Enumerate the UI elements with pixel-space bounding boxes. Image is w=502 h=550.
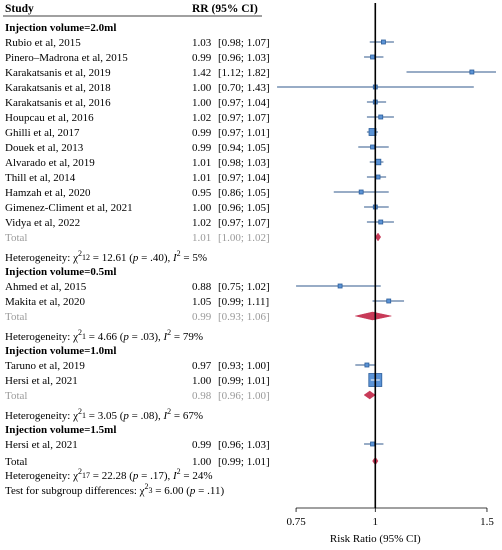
rr-value: 0.97 — [192, 360, 212, 372]
subgroup-diamond — [374, 232, 382, 242]
study-label: Makita et al, 2020 — [5, 296, 86, 308]
study-label: Alvarado et al, 2019 — [5, 157, 95, 169]
study-point — [358, 189, 364, 195]
header-study: Study — [5, 3, 34, 15]
heterogeneity-text: Heterogeneity: χ212 = 12.61 (p = .40), I… — [5, 249, 207, 264]
study-point — [386, 298, 392, 304]
rr-value: 1.00 — [192, 375, 212, 387]
subgroup-total-ci: [0.93; 1.06] — [218, 311, 270, 323]
study-label: Karakatsanis et al, 2019 — [5, 67, 111, 79]
heterogeneity-text: Heterogeneity: χ21 = 3.05 (p = .08), I2 … — [5, 407, 203, 422]
axis-label: Risk Ratio (95% CI) — [330, 533, 421, 545]
rr-value: 1.01 — [192, 157, 211, 169]
heterogeneity-text: Heterogeneity: χ21 = 4.66 (p = .03), I2 … — [5, 328, 203, 343]
subgroup-title: Injection volume=0.5ml — [5, 266, 116, 278]
study-point — [370, 144, 375, 150]
subgroup-total-rr: 1.01 — [192, 232, 211, 244]
ci-value: [0.99; 1.01] — [218, 375, 270, 387]
heterogeneity-text: Heterogeneity: χ217 = 22.28 (p = .17), I… — [5, 467, 213, 482]
ci-value: [0.97; 1.04] — [218, 97, 270, 109]
rr-value: 1.01 — [192, 172, 211, 184]
study-point — [375, 174, 381, 180]
study-point — [381, 39, 386, 45]
plot-area: 0.75 1 1.5 Risk Ratio (95% CI) — [277, 3, 496, 545]
rr-value: 1.02 — [192, 112, 211, 124]
overall-total-rr: 1.00 — [192, 456, 212, 468]
ci-value: [0.86; 1.05] — [218, 187, 270, 199]
study-point — [378, 114, 384, 120]
rr-value: 0.88 — [192, 281, 212, 293]
rr-value: 1.00 — [192, 82, 212, 94]
rr-value: 1.00 — [192, 202, 212, 214]
subgroup-total-label: Total — [5, 390, 27, 402]
table-rows: Injection volume=2.0ml Rubio et al, 2015 1… — [5, 22, 270, 497]
rr-value: 0.95 — [192, 187, 212, 199]
subgroup-total-label: Total — [5, 311, 27, 323]
study-label: Ahmed et al, 2015 — [5, 281, 87, 293]
ci-value: [0.98; 1.03] — [218, 157, 270, 169]
ci-value: [0.99; 1.11] — [218, 296, 269, 308]
overall-total-ci: [0.99; 1.01] — [218, 456, 270, 468]
subgroup-diamond — [355, 311, 392, 321]
study-label: Gimenez-Climent et al, 2021 — [5, 202, 133, 214]
study-label: Hamzah et al, 2020 — [5, 187, 91, 199]
ci-value: [0.96; 1.03] — [218, 439, 270, 451]
subgroup-title: Injection volume=1.0ml — [5, 345, 116, 357]
rr-value: 0.99 — [192, 127, 212, 139]
subgroup-total-rr: 0.99 — [192, 311, 212, 323]
ci-value: [0.94; 1.05] — [218, 142, 270, 154]
study-label: Douek et al, 2013 — [5, 142, 84, 154]
study-point — [378, 219, 384, 225]
rr-value: 0.99 — [192, 439, 212, 451]
study-point — [469, 69, 475, 75]
study-label: Hersi et al, 2021 — [5, 439, 78, 451]
ci-value: [0.96; 1.03] — [218, 52, 270, 64]
subgroup-total-label: Total — [5, 232, 27, 244]
ci-value: [0.70; 1.43] — [218, 82, 270, 94]
subgroup-total-ci: [0.96; 1.00] — [218, 390, 270, 402]
ci-value: [0.97; 1.07] — [218, 217, 270, 229]
study-label: Ghilli et al, 2017 — [5, 127, 80, 139]
rr-value: 1.42 — [192, 67, 211, 79]
ci-value: [0.93; 1.00] — [218, 360, 270, 372]
study-point — [370, 54, 375, 60]
study-label: Vidya et al, 2022 — [5, 217, 80, 229]
subgroup-total-rr: 0.98 — [192, 390, 212, 402]
study-label: Hersi et al, 2021 — [5, 375, 78, 387]
study-label: Karakatsanis et al, 2018 — [5, 82, 111, 94]
ci-value: [0.97; 1.01] — [218, 127, 270, 139]
study-label: Karakatsanis et al, 2016 — [5, 97, 111, 109]
rr-value: 0.99 — [192, 52, 212, 64]
subgroup-test-text: Test for subgroup differences: χ23 = 6.0… — [5, 482, 224, 497]
study-point — [370, 441, 375, 447]
subgroup-total-ci: [1.00; 1.02] — [218, 232, 270, 244]
ci-value: [1.12; 1.82] — [218, 67, 270, 79]
study-label: Thill et al, 2014 — [5, 172, 76, 184]
rr-value: 1.05 — [192, 296, 212, 308]
ci-value: [0.97; 1.07] — [218, 112, 270, 124]
ci-value: [0.97; 1.04] — [218, 172, 270, 184]
study-label: Rubio et al, 2015 — [5, 37, 81, 49]
subgroup-title: Injection volume=1.5ml — [5, 424, 116, 436]
study-label: Taruno et al, 2019 — [5, 360, 85, 372]
ci-value: [0.98; 1.07] — [218, 37, 270, 49]
axis-tick-label: 0.75 — [286, 516, 306, 528]
ci-value: [0.96; 1.05] — [218, 202, 270, 214]
study-point — [337, 283, 343, 289]
rr-value: 0.99 — [192, 142, 212, 154]
axis-tick-label: 1.5 — [480, 516, 494, 528]
rr-value: 1.00 — [192, 97, 212, 109]
subgroup-diamond — [363, 390, 376, 400]
ci-value: [0.75; 1.02] — [218, 281, 270, 293]
study-point — [364, 362, 370, 368]
study-label: Pinero–Madrona et al, 2015 — [5, 52, 128, 64]
header-effect: RR (95% CI) — [192, 3, 258, 15]
overall-total-label: Total — [5, 456, 27, 468]
rr-value: 1.02 — [192, 217, 211, 229]
axis-tick-label: 1 — [373, 516, 379, 528]
subgroup-title: Injection volume=2.0ml — [5, 22, 116, 34]
rr-value: 1.03 — [192, 37, 212, 49]
study-label: Houpcau et al, 2016 — [5, 112, 94, 124]
